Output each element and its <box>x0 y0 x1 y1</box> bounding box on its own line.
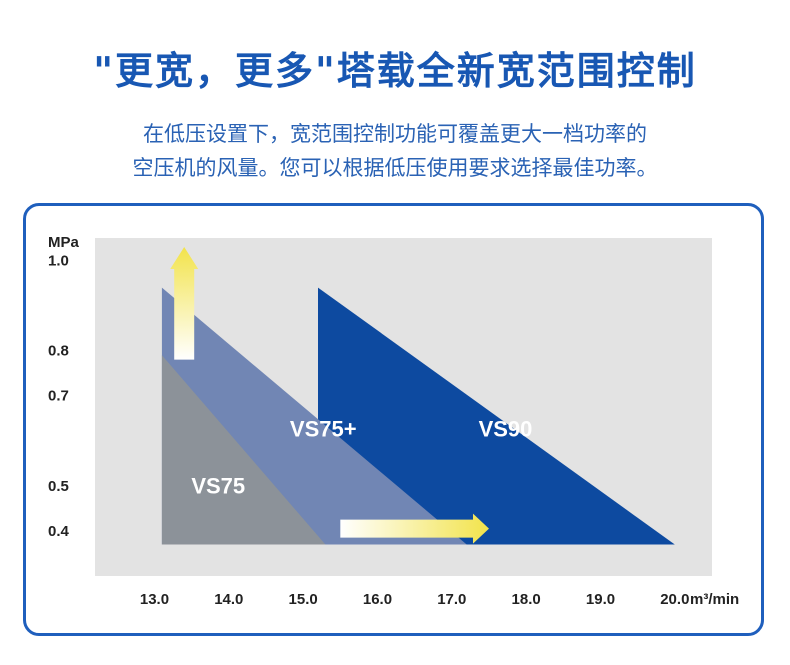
y-tick-label: 0.5 <box>48 478 69 495</box>
x-tick-label: 16.0 <box>363 591 392 608</box>
label-vs90: VS90 <box>479 417 533 442</box>
x-tick-label: 15.0 <box>289 591 318 608</box>
area-vs90 <box>318 287 675 545</box>
description-line-1: 在低压设置下，宽范围控制功能可覆盖更大一档功率的 <box>143 122 647 146</box>
x-tick-label: 13.0 <box>140 591 169 608</box>
label-vs75: VS75+ <box>290 417 357 442</box>
y-tick-label: 0.7 <box>48 388 69 405</box>
y-axis-label: MPa <box>48 234 80 251</box>
flow-increase-arrow <box>340 513 489 544</box>
y-tick-label: 1.0 <box>48 253 69 270</box>
pressure-increase-arrow <box>170 247 199 360</box>
x-axis-label: m³/min <box>690 591 739 608</box>
x-tick-label: 18.0 <box>512 591 541 608</box>
x-tick-label: 19.0 <box>586 591 615 608</box>
area-vs75 <box>161 355 326 545</box>
description-line-2: 空压机的风量。您可以根据低压使用要求选择最佳功率。 <box>132 156 658 180</box>
page-title: "更宽，更多"塔载全新宽范围控制 <box>93 49 697 93</box>
chart-frame <box>23 203 764 636</box>
x-tick-label: 20.0 <box>660 591 689 608</box>
x-tick-label: 17.0 <box>437 591 466 608</box>
y-tick-label: 0.8 <box>48 343 69 360</box>
label-vs75: VS75 <box>191 473 245 498</box>
y-tick-label: 0.4 <box>48 523 70 540</box>
x-tick-label: 14.0 <box>214 591 243 608</box>
